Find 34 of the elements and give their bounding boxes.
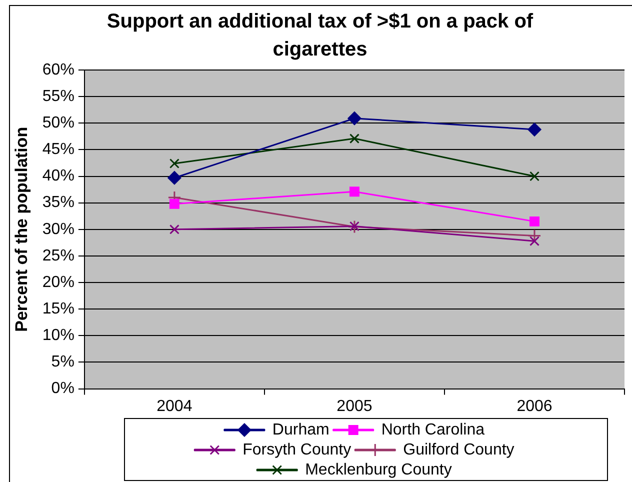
point [529, 216, 540, 226]
y-axis-title: Percent of the population [12, 126, 31, 332]
point [349, 134, 360, 144]
legend-label: Guilford County [403, 441, 514, 458]
point [169, 224, 180, 234]
y-tick-label: 45% [42, 141, 74, 158]
y-tick-label: 10% [42, 327, 74, 344]
legend-label: Durham [272, 421, 330, 438]
x-tick-label: 2006 [516, 398, 552, 415]
point [348, 112, 362, 126]
y-tick-label: 25% [42, 247, 74, 264]
y-tick-label: 55% [42, 88, 74, 105]
y-tick-label: 30% [42, 220, 74, 238]
y-tick-label: 35% [42, 194, 74, 212]
chart-title: Support an additional tax of >$1 on a pack of cigarettes [106, 10, 534, 61]
y-tick-label: 5% [51, 354, 74, 371]
y-tick-label: 20% [42, 274, 74, 291]
y-tick-label: 40% [42, 168, 74, 185]
x-tick-label: 2004 [156, 398, 192, 415]
y-tick-label: 60% [42, 61, 74, 78]
point [349, 186, 360, 197]
point [529, 171, 540, 182]
y-tick-label: 50% [42, 114, 74, 132]
point [168, 171, 182, 185]
point [169, 158, 180, 169]
legend-label: North Carolina [381, 421, 485, 438]
legend-label: Forsyth County [242, 441, 352, 458]
point [169, 198, 180, 209]
point [528, 122, 542, 136]
y-tick-label: 0% [51, 380, 74, 398]
y-tick-label: 15% [42, 300, 74, 318]
point [529, 236, 540, 246]
x-tick-label: 2005 [336, 398, 372, 415]
legend-label: Mecklenburg County [305, 461, 452, 478]
